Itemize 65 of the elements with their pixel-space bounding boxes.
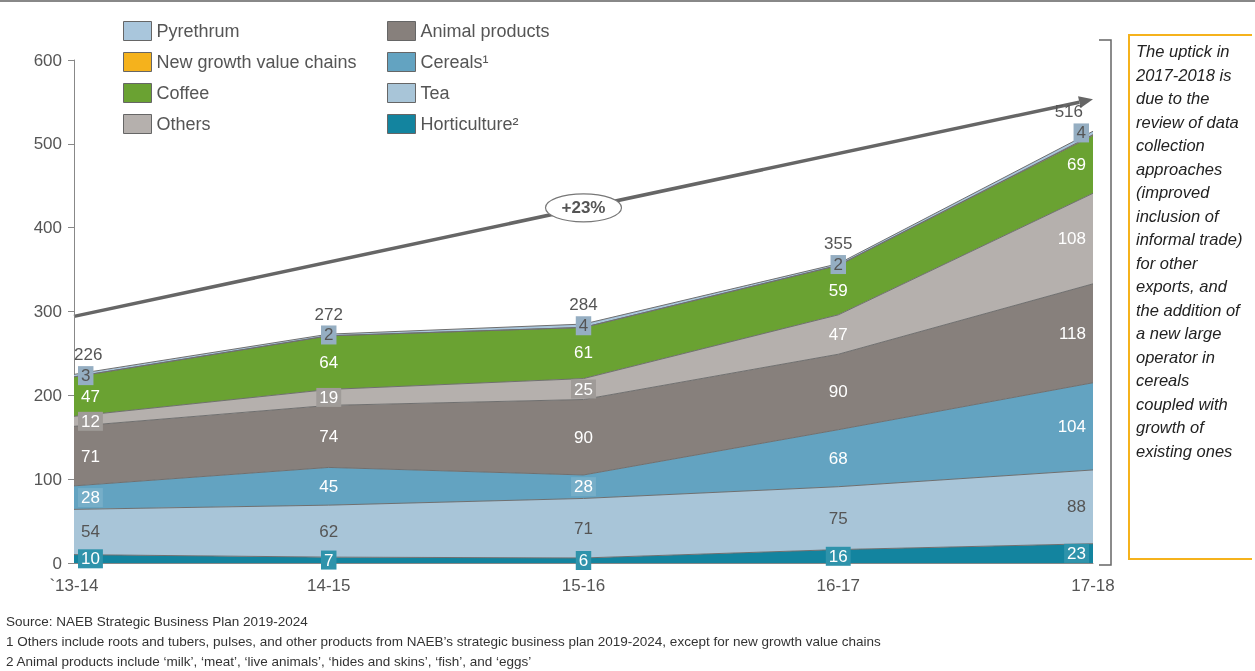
data-label: 61 — [574, 343, 593, 363]
data-label: 25 — [574, 379, 593, 399]
y-tick-label: 500 — [33, 134, 62, 154]
data-label: 47 — [81, 387, 100, 407]
text: 2 Animal products include ‘milk’, ‘meat’, ‘live animals’, ‘hides and skins’, ‘fish’, and ‘eggs’ — [6, 654, 532, 669]
data-label: 28 — [574, 477, 593, 497]
data-label: 118 — [1058, 323, 1086, 343]
data-label: 23 — [1067, 543, 1086, 563]
total-label: 516 — [1054, 101, 1083, 121]
data-label: 59 — [828, 280, 848, 300]
legend-label: Coffee — [156, 83, 210, 103]
legend-label: Horticulture² — [420, 114, 519, 134]
data-label: 64 — [319, 353, 339, 373]
data-label: 90 — [574, 427, 593, 447]
data-label: 104 — [1057, 416, 1086, 436]
legend-label: Pyrethrum — [156, 21, 240, 41]
data-label: 2 — [324, 325, 334, 345]
y-tick-label: 600 — [33, 50, 62, 70]
data-label: 90 — [828, 382, 848, 402]
text: 1 Others include roots and tubers, pulses, and other products from NAEB’s strategic business plan 2019-2024, except for new growth value chains — [6, 634, 881, 649]
legend-label: Cereals¹ — [420, 52, 489, 72]
total-label: 284 — [569, 294, 598, 314]
data-label: 62 — [319, 521, 339, 541]
data-label: 3 — [81, 366, 91, 386]
source-note: Source: NAEB Strategic Business Plan 2019-2024 — [6, 614, 308, 629]
data-label: 7 — [324, 550, 334, 570]
legend-label: Others — [156, 114, 211, 134]
data-label: 45 — [319, 476, 339, 496]
y-tick-label: 300 — [33, 302, 62, 321]
total-label: 226 — [74, 344, 103, 364]
data-label: 47 — [828, 325, 848, 345]
data-label: 10 — [81, 549, 100, 569]
data-label: 2 — [833, 255, 843, 275]
y-tick-label: 400 — [33, 218, 62, 238]
x-tick-label: `13-14 — [49, 576, 99, 595]
y-tick-label: 100 — [33, 469, 62, 489]
data-label: 19 — [319, 387, 339, 407]
x-tick-label: 15-16 — [561, 576, 606, 595]
text: The uptick in 2017-2018 is due to the review of data collection approaches (improved inclusion of informal trade) for other exports, and the addition of a new large operator in cereals coupled with growth of existing ones — [1136, 42, 1243, 460]
data-label: 71 — [81, 446, 100, 466]
data-label: 68 — [828, 448, 848, 468]
x-tick-label: 14-15 — [307, 576, 351, 595]
data-label: 108 — [1057, 229, 1086, 249]
y-tick-label: 0 — [52, 553, 62, 573]
x-tick-label: 16-17 — [816, 576, 860, 595]
data-label: 54 — [81, 522, 100, 542]
data-label: 69 — [1067, 154, 1086, 174]
total-label: 272 — [314, 304, 343, 324]
data-label: 4 — [578, 316, 589, 336]
total-label: 355 — [824, 234, 853, 254]
data-label: 88 — [1067, 497, 1086, 517]
legend-label: Tea — [420, 83, 451, 103]
legend-label: Animal products — [420, 21, 550, 41]
y-tick-label: 200 — [33, 385, 62, 405]
annotation: +23% — [561, 198, 606, 218]
x-tick-label: 17-18 — [1071, 576, 1115, 595]
legend-label: New growth value chains — [156, 52, 357, 72]
data-label: 12 — [81, 411, 100, 431]
data-label: 4 — [1076, 123, 1086, 143]
data-label: 6 — [578, 550, 589, 570]
data-label: 74 — [319, 426, 339, 446]
data-label: 16 — [828, 546, 848, 566]
data-label: 71 — [574, 518, 593, 538]
data-label: 75 — [828, 508, 848, 528]
data-label: 28 — [81, 488, 100, 508]
